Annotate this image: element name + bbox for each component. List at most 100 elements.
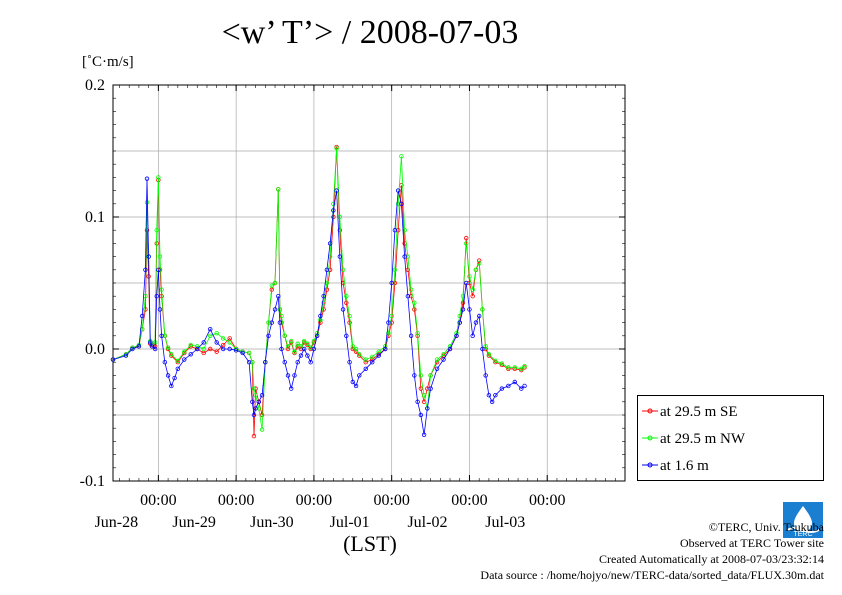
series-point-2 <box>460 307 466 312</box>
series-point-1 <box>282 333 287 338</box>
series-point-1 <box>331 201 336 206</box>
series-point-1 <box>350 344 355 349</box>
series-point-1 <box>392 267 398 272</box>
x-tick-time-label: 00:00 <box>218 492 254 509</box>
series-point-1 <box>292 349 297 354</box>
series-point-2 <box>467 307 472 312</box>
x-tick-time-label: 00:00 <box>296 492 332 509</box>
series-point-1 <box>156 175 161 180</box>
legend-item-nw: at 29.5 m NW <box>638 429 823 449</box>
series-point-1 <box>344 294 349 299</box>
series-point-2 <box>277 320 283 325</box>
series-point-0 <box>464 235 469 241</box>
series-point-1 <box>251 386 257 391</box>
series-point-1 <box>159 287 164 292</box>
series-point-1 <box>295 341 300 346</box>
series-point-2 <box>250 399 255 404</box>
series-point-2 <box>499 386 505 391</box>
series-point-2 <box>344 333 349 338</box>
series-point-2 <box>292 373 297 378</box>
x-tick-date-label: Jul-03 <box>485 514 525 531</box>
series-point-2 <box>253 406 258 411</box>
series-point-2 <box>392 227 398 233</box>
series-point-2 <box>493 393 498 398</box>
series-point-1 <box>253 393 258 398</box>
series-point-2 <box>370 360 375 365</box>
series-point-0 <box>285 346 291 352</box>
series-point-2 <box>146 254 151 259</box>
series-point-2 <box>418 412 424 418</box>
series-point-1 <box>473 267 479 272</box>
series-point-1 <box>201 346 206 352</box>
series-point-2 <box>263 360 268 365</box>
series-point-1 <box>428 373 433 378</box>
series-point-2 <box>408 333 414 338</box>
x-tick-date-label: Jun-29 <box>172 514 216 531</box>
series-point-2 <box>130 346 135 352</box>
series-point-2 <box>240 350 245 356</box>
series-point-1 <box>220 336 226 341</box>
legend-label-1-6m: at 1.6 m <box>660 458 709 474</box>
x-tick-date-label: Jun-28 <box>95 514 139 531</box>
series-point-2 <box>220 346 226 352</box>
legend-swatch-nw <box>642 435 658 441</box>
data-source-text: Data source : /home/hojyo/new/TERC-data/… <box>480 568 824 582</box>
series-point-1 <box>480 307 485 312</box>
series-point-2 <box>402 254 407 259</box>
x-tick-time-label: 00:00 <box>451 492 487 509</box>
series-point-2 <box>144 176 150 181</box>
x-tick-date-label: Jul-02 <box>407 514 447 531</box>
series-point-2 <box>347 360 352 365</box>
series-point-1 <box>418 373 424 378</box>
series-point-2 <box>327 241 333 246</box>
series-point-2 <box>269 320 274 325</box>
y-tick-label: 0.2 <box>85 77 105 94</box>
series-point-2 <box>441 357 446 362</box>
series-point-0 <box>344 300 349 305</box>
series-point-2 <box>266 333 271 338</box>
series-point-2 <box>305 353 310 358</box>
legend-swatch-1-6m <box>642 462 658 468</box>
series-point-1 <box>506 365 511 370</box>
series-point-2 <box>301 346 307 352</box>
series-point-2 <box>489 399 495 404</box>
series-point-2 <box>136 344 142 349</box>
series-point-2 <box>480 346 485 352</box>
series-point-1 <box>305 341 310 346</box>
series-point-1 <box>363 357 368 362</box>
series-point-1 <box>486 352 492 357</box>
series-point-2 <box>340 307 346 312</box>
series-point-1 <box>277 307 283 312</box>
series-point-1 <box>421 393 427 398</box>
series-point-1 <box>276 187 281 192</box>
series-point-1 <box>233 346 239 352</box>
series-point-2 <box>428 386 433 391</box>
series-point-0 <box>259 412 265 418</box>
series-point-2 <box>318 313 323 319</box>
series-point-2 <box>276 294 281 299</box>
series-point-1 <box>512 365 518 370</box>
series-point-1 <box>399 154 404 159</box>
series-line-2 <box>112 178 525 435</box>
series-point-2 <box>289 386 294 391</box>
series-point-0 <box>214 349 219 354</box>
y-axis-unit: [˚C·m/s] <box>82 54 134 70</box>
chart-title: <w’ T’> / 2008-07-03 <box>221 14 519 51</box>
series-point-1 <box>182 349 187 354</box>
series-point-2 <box>195 346 200 352</box>
series-line-1 <box>112 148 525 430</box>
series-point-1 <box>483 344 488 349</box>
series-point-1 <box>301 338 307 344</box>
legend-item-1-6m: at 1.6 m <box>638 456 823 476</box>
series-point-2 <box>470 333 475 338</box>
series-point-1 <box>464 241 469 246</box>
series-point-2 <box>473 320 479 325</box>
series-point-2 <box>165 373 171 378</box>
series-point-2 <box>421 432 427 437</box>
series-point-1 <box>334 146 339 151</box>
series-point-0 <box>460 300 466 305</box>
series-point-1 <box>408 287 414 292</box>
credits-block: ©TERC, Univ. Tsukuba Observed at TERC To… <box>480 519 824 583</box>
series-point-0 <box>251 433 257 439</box>
y-tick-label: 0.1 <box>85 209 105 226</box>
